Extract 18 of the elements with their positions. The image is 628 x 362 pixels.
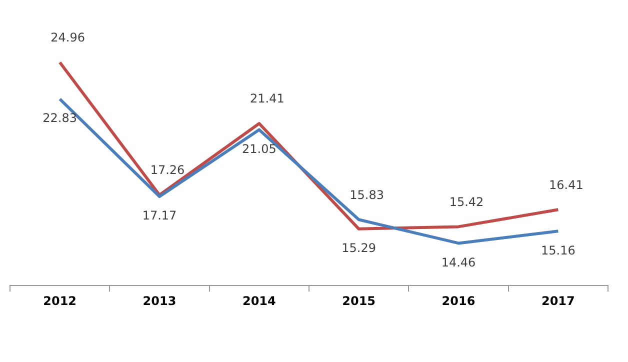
data-label: 15.42 [449,194,484,209]
x-tick-label: 2016 [442,294,476,308]
x-tick-label: 2014 [242,294,276,308]
data-label: 15.16 [540,243,576,258]
data-label: 16.41 [548,178,584,192]
data-label: 22.83 [42,111,78,126]
data-label: 15.29 [342,241,376,256]
x-tick-label: 2013 [142,294,176,308]
data-label: 17.26 [150,163,185,178]
data-label: 21.05 [242,142,276,156]
x-tick-label: 2017 [541,294,575,308]
data-label: 17.17 [142,208,177,223]
data-label: 14.46 [441,255,476,270]
x-tick-label: 2015 [342,294,376,308]
data-label: 21.41 [250,92,284,106]
data-label: 24.96 [50,30,86,44]
data-label: 15.83 [350,188,384,202]
x-tick-label: 2012 [43,294,77,308]
